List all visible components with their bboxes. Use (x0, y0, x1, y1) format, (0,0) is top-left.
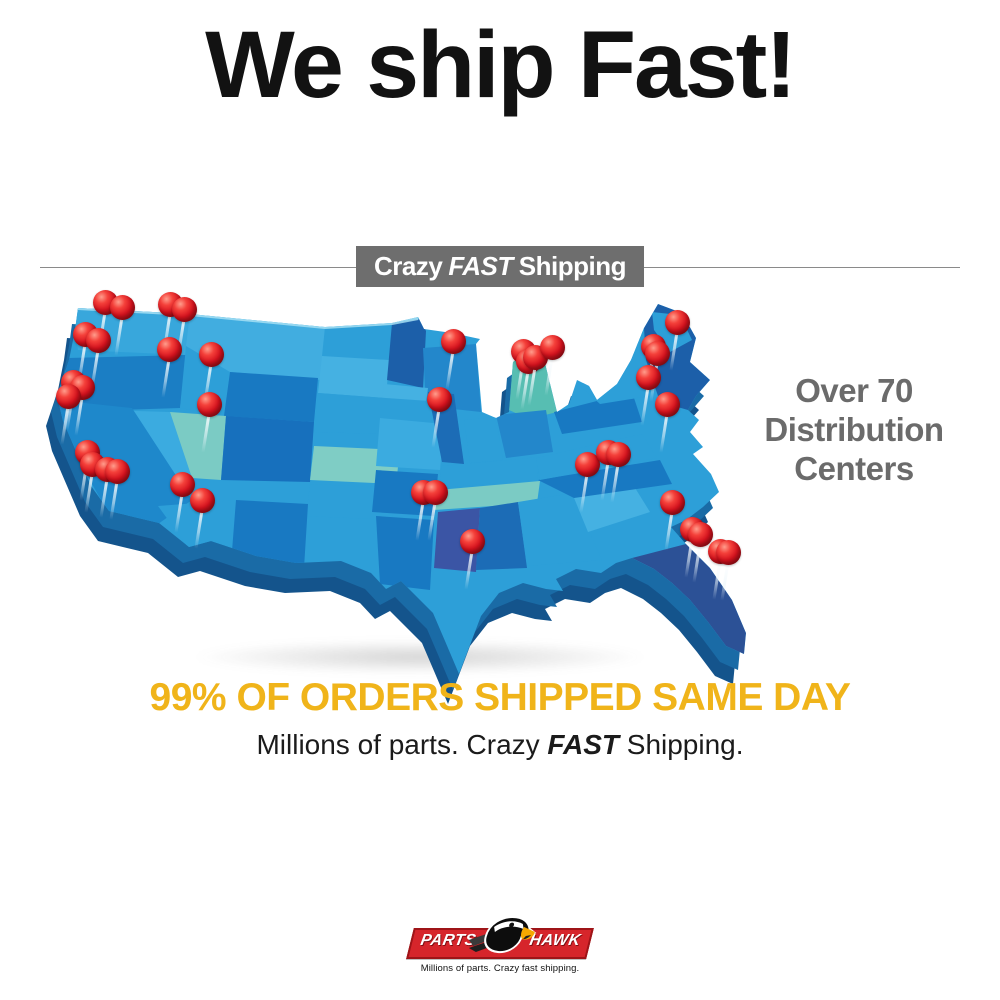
pin-stem (640, 383, 650, 426)
distribution-callout: Over 70 Distribution Centers (738, 372, 970, 489)
pin-stem (161, 355, 171, 398)
pin-ball (636, 365, 661, 390)
pin-ball (190, 488, 215, 513)
same-day-headline: 99% OF ORDERS SHIPPED SAME DAY (149, 676, 851, 719)
callout-line-1: Over 70 (795, 372, 913, 409)
pin-ball (157, 337, 182, 362)
logo-caption: Millions of parts. Crazy fast shipping. (420, 963, 580, 974)
map-ground-shadow (190, 640, 650, 674)
pin-stem (692, 540, 702, 583)
pin-ball (655, 392, 680, 417)
pin-ball (575, 452, 600, 477)
pin-stem (99, 475, 109, 518)
pin-stem (84, 470, 94, 513)
pin-stem (600, 458, 610, 501)
pin-ball (56, 384, 81, 409)
shipping-badge: Crazy FAST Shipping (356, 246, 644, 287)
callout-line-2: Distribution (764, 410, 944, 448)
pin-ball (645, 341, 670, 366)
pin-stem (194, 506, 204, 549)
pin-ball (606, 442, 631, 467)
pin-ball (423, 480, 448, 505)
hawk-head-icon (468, 915, 537, 954)
pin-stem (174, 490, 184, 533)
pin-ball (197, 392, 222, 417)
pin-stem (445, 347, 455, 390)
pin-stem (712, 557, 722, 600)
pin-ball (170, 472, 195, 497)
pin-ball (172, 297, 197, 322)
pin-stem (109, 477, 119, 520)
pin-stem (464, 547, 474, 590)
subline: Millions of parts. Crazy FAST Shipping. (0, 729, 1000, 761)
pin-stem (659, 410, 669, 453)
badge-text-prefix: Crazy (374, 251, 443, 281)
pin-stem (610, 460, 620, 503)
pin-ball (441, 329, 466, 354)
pin-ball (460, 529, 485, 554)
pin-ball (86, 328, 111, 353)
subline-prefix: Millions of parts. Crazy (256, 729, 548, 760)
pin-layer (40, 290, 754, 710)
pin-stem (114, 313, 124, 356)
badge-text-suffix: Shipping (518, 251, 627, 281)
pin-stem (664, 508, 674, 551)
pin-stem (431, 405, 441, 448)
pin-ball (427, 387, 452, 412)
pin-stem (579, 470, 589, 513)
callout-line-3: Centers (794, 449, 914, 487)
usa-map (40, 290, 754, 710)
pin-ball (199, 342, 224, 367)
logo-banner: PARTS HAWK (406, 915, 594, 959)
page-title: We ship Fast! (205, 12, 797, 118)
pin-ball (660, 490, 685, 515)
pin-ball (716, 540, 741, 565)
pin-stem (669, 328, 679, 371)
pin-ball (105, 459, 130, 484)
badge-text-emph: FAST (448, 251, 513, 281)
pin-ball (540, 335, 565, 360)
pin-stem (427, 498, 437, 541)
pin-ball (688, 522, 713, 547)
pin-stem (201, 410, 211, 453)
pin-stem (720, 558, 730, 601)
pin-stem (415, 498, 425, 541)
pin-ball (110, 295, 135, 320)
subline-suffix: Shipping. (618, 729, 744, 760)
partshawk-logo: PARTS HAWK Millions of parts. Crazy fast… (0, 915, 1000, 974)
subline-emph: FAST (547, 729, 619, 760)
pin-ball (665, 310, 690, 335)
